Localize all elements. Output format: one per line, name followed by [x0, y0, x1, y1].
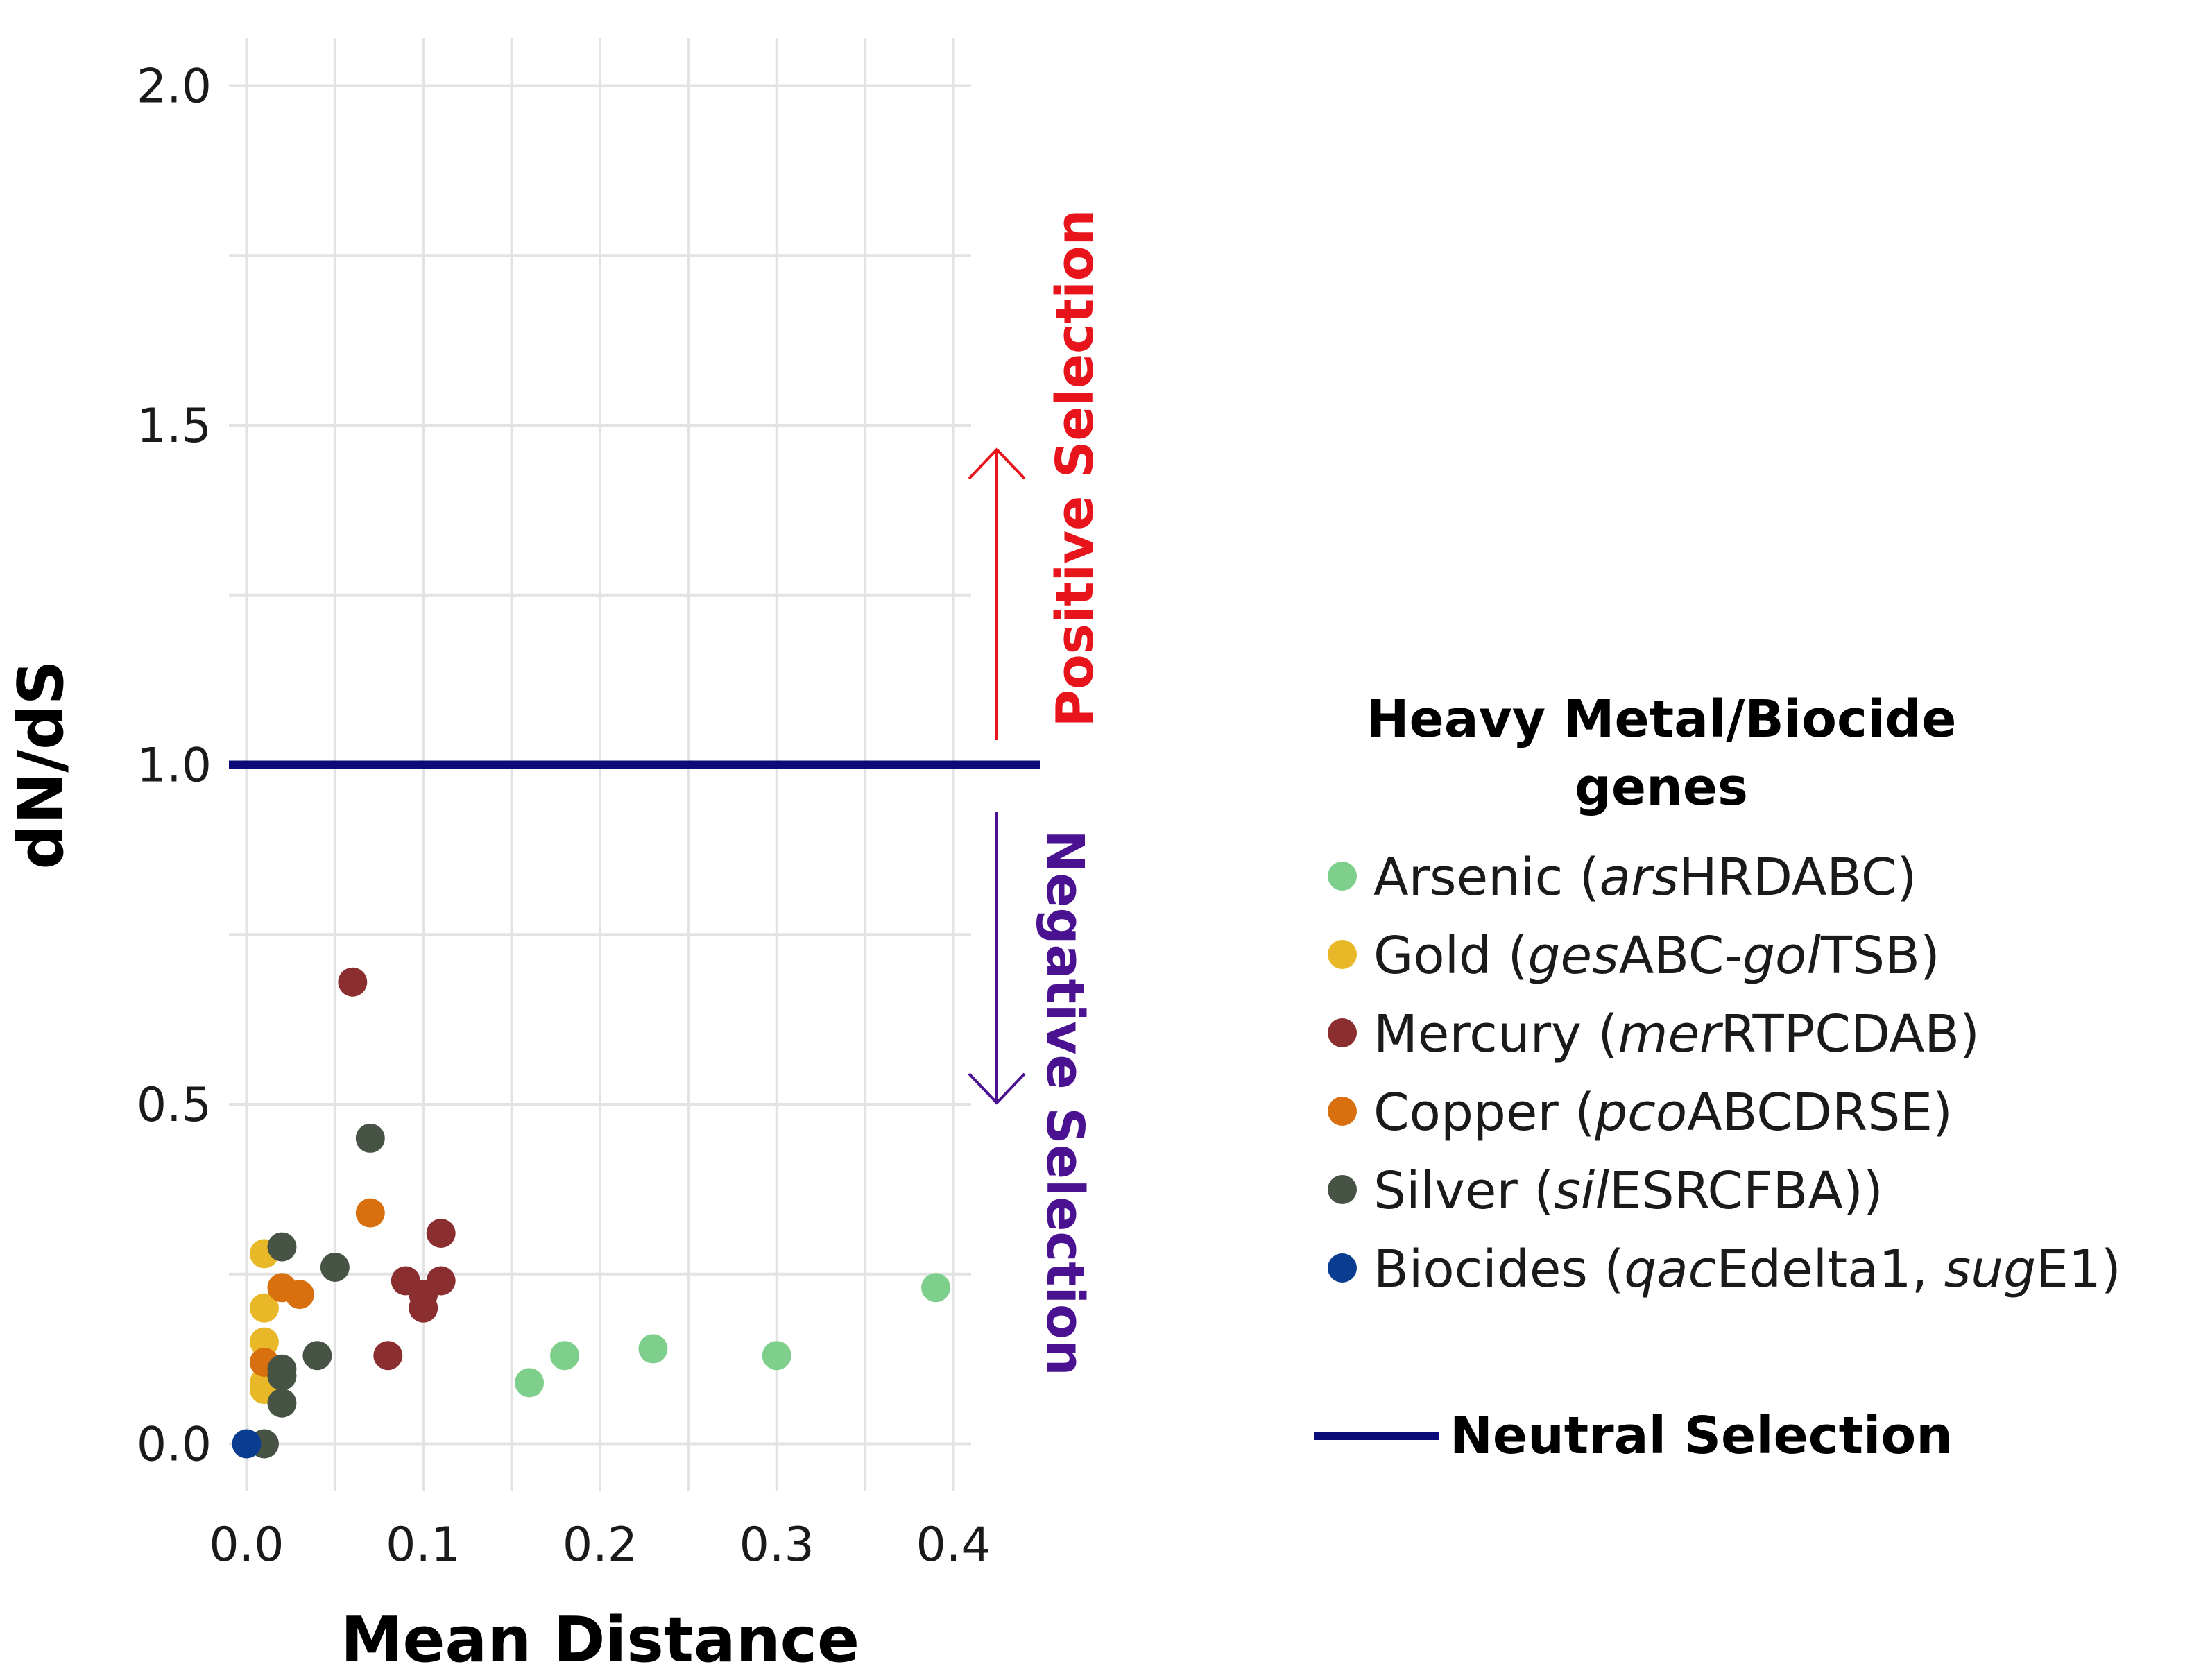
legend-neutral-label: Neutral Selection: [1450, 1406, 1953, 1466]
point-gold: [249, 1293, 279, 1323]
legend: Heavy Metal/Biocide genes Arsenic (arsHR…: [1314, 689, 2121, 1466]
point-silver: [267, 1388, 297, 1418]
legend-label-part: ars: [1600, 848, 1679, 907]
point-arsenic: [550, 1341, 580, 1371]
x-tick-label: 0.2: [563, 1518, 637, 1572]
legend-marker-silver: [1328, 1175, 1357, 1204]
negative-selection-label: Negative Selection: [1035, 830, 1095, 1375]
point-silver: [267, 1232, 297, 1262]
y-tick-label: 2.0: [137, 60, 212, 114]
x-tick-label: 0.1: [386, 1518, 461, 1572]
point-copper: [284, 1280, 314, 1310]
legend-label-part: RTPCDAB): [1720, 1004, 1979, 1064]
legend-label-arsenic: Arsenic (arsHRDABC): [1373, 848, 1917, 907]
point-copper: [355, 1198, 385, 1228]
legend-label-gold: Gold (gesABC-golTSB): [1373, 926, 1940, 986]
legend-label-part: ABC-: [1619, 926, 1742, 986]
positive-arrow-head: [968, 447, 1026, 480]
selection-arrows: [968, 447, 1026, 1105]
point-silver: [302, 1341, 332, 1371]
legend-label-part: sil: [1554, 1161, 1609, 1221]
legend-label-part: Mercury (: [1373, 1004, 1618, 1064]
x-tick-label: 0.0: [209, 1518, 284, 1572]
legend-label-part: Silver (: [1373, 1161, 1554, 1221]
point-silver: [267, 1361, 297, 1391]
x-axis-title: Mean Distance: [341, 1604, 859, 1677]
point-arsenic: [638, 1334, 668, 1364]
point-arsenic: [762, 1341, 791, 1371]
x-tick-label: 0.4: [916, 1518, 991, 1572]
legend-label-part: mer: [1618, 1004, 1724, 1064]
legend-label-part: pco: [1594, 1083, 1687, 1142]
point-mercury: [373, 1341, 403, 1371]
y-axis-title: dN/dS: [5, 660, 78, 870]
point-mercury: [426, 1266, 456, 1296]
legend-label-part: E1): [2036, 1240, 2121, 1299]
y-tick-label: 1.0: [137, 739, 212, 794]
legend-label-part: ABCDRSE): [1687, 1083, 1953, 1142]
negative-arrow-head: [968, 1072, 1026, 1105]
x-tick-label: 0.3: [739, 1518, 814, 1572]
data-points: [232, 967, 951, 1459]
y-tick-label: 0.0: [137, 1417, 212, 1472]
y-tick-label: 0.5: [137, 1078, 212, 1133]
point-biocides: [232, 1429, 262, 1459]
legend-marker-biocides: [1328, 1253, 1357, 1283]
legend-label-silver: Silver (silESRCFBA)): [1373, 1161, 1883, 1221]
point-arsenic: [515, 1368, 545, 1398]
legend-title-line-2: genes: [1575, 757, 1748, 817]
legend-label-part: qac: [1624, 1240, 1716, 1299]
point-gold: [249, 1327, 279, 1357]
x-tick-labels: 0.0 0.1 0.2 0.3 0.4: [209, 1518, 991, 1572]
legend-marker-arsenic: [1328, 862, 1357, 891]
point-mercury: [426, 1218, 456, 1248]
legend-label-part: sug: [1944, 1240, 2036, 1299]
y-tick-labels: 0.0 0.5 1.0 1.5 2.0: [137, 60, 212, 1473]
positive-selection-label: Positive Selection: [1045, 209, 1105, 728]
legend-label-part: HRDABC): [1679, 848, 1917, 907]
legend-label-part: ESRCFBA)): [1609, 1161, 1883, 1221]
legend-label-biocides: Biocides (qacEdelta1, sugE1): [1373, 1240, 2121, 1299]
legend-label-part: Gold (: [1373, 926, 1528, 986]
legend-label-mercury: Mercury (merRTPCDAB): [1373, 1004, 1980, 1064]
legend-items: Arsenic (arsHRDABC) Gold (gesABC-golTSB) M…: [1328, 848, 2121, 1299]
legend-label-part: Arsenic (: [1373, 848, 1600, 907]
legend-marker-mercury: [1328, 1018, 1357, 1047]
point-arsenic: [921, 1273, 951, 1303]
legend-title-line-1: Heavy Metal/Biocide: [1367, 689, 1957, 749]
legend-label-part: ges: [1528, 926, 1619, 986]
legend-marker-gold: [1328, 940, 1357, 969]
y-tick-label: 1.5: [137, 399, 212, 454]
point-silver: [320, 1252, 350, 1282]
legend-label-copper: Copper (pcoABCDRSE): [1373, 1083, 1953, 1142]
point-silver: [355, 1123, 385, 1153]
legend-label-part: Edelta1,: [1716, 1240, 1944, 1299]
legend-label-part: TSB): [1820, 926, 1940, 986]
point-mercury: [338, 967, 368, 997]
legend-label-part: Copper (: [1373, 1083, 1595, 1142]
legend-marker-copper: [1328, 1097, 1357, 1126]
legend-label-part: Biocides (: [1373, 1240, 1624, 1299]
legend-label-part: gol: [1742, 926, 1821, 986]
